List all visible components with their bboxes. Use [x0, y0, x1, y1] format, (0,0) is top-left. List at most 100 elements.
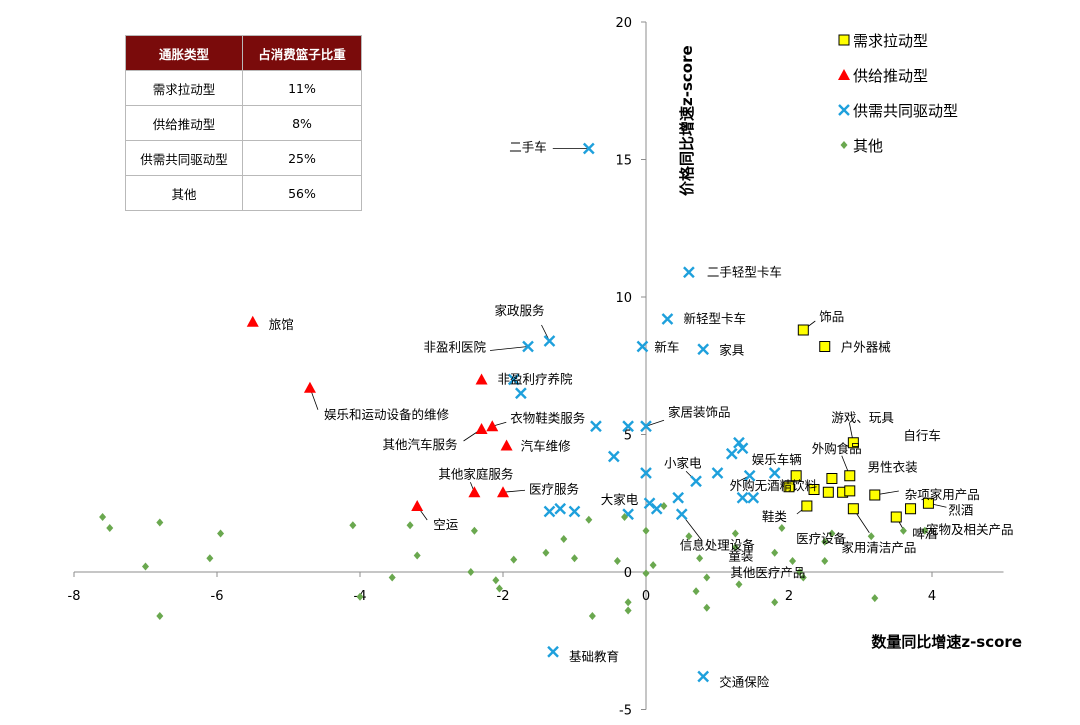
data-point — [703, 573, 711, 582]
data-point — [388, 573, 396, 582]
table-cell-type: 其他 — [125, 175, 243, 211]
point-label: 家政服务 — [494, 303, 544, 318]
data-point — [736, 442, 749, 455]
data-point — [142, 562, 149, 571]
series-0 — [783, 324, 934, 523]
data-point — [106, 524, 114, 532]
data-point — [486, 420, 499, 432]
data-point — [642, 569, 650, 578]
x-tick-label: -6 — [211, 589, 224, 604]
data-point — [585, 515, 593, 524]
data-point — [697, 343, 710, 356]
x-tick-label: -2 — [497, 589, 510, 604]
table-cell-share: 25% — [242, 140, 362, 176]
data-point — [543, 505, 556, 518]
data-point — [725, 447, 738, 460]
point-label: 家具 — [719, 342, 745, 357]
data-point — [542, 548, 550, 557]
data-point — [607, 450, 620, 463]
data-point — [582, 142, 595, 155]
series-1 — [246, 315, 513, 511]
data-point — [99, 513, 107, 521]
point-label: 外购无酒精饮料 — [730, 478, 818, 493]
point-label: 外购食品 — [812, 441, 862, 456]
data-point — [406, 521, 414, 530]
data-point — [475, 423, 488, 434]
label-leader — [645, 419, 665, 427]
point-label: 娱乐和运动设备的维修 — [324, 407, 450, 422]
table-cell-type: 供需共同驱动型 — [125, 140, 243, 176]
annotation-label: 医疗设备 — [796, 531, 847, 546]
point-label: 新车 — [654, 340, 679, 355]
data-point — [661, 313, 674, 325]
data-point — [246, 315, 259, 327]
data-point — [640, 420, 652, 433]
data-point — [650, 502, 663, 515]
data-point — [497, 486, 509, 498]
point-label: 旅馆 — [269, 317, 294, 332]
point-label: 衣物鞋类服务 — [510, 410, 585, 425]
data-point — [890, 511, 902, 523]
y-tick-label: 20 — [615, 16, 632, 31]
data-point — [778, 524, 786, 532]
y-tick-label: 15 — [615, 154, 632, 169]
label-leader — [489, 346, 529, 351]
inflation-type-table: 通胀类型 占消费篮子比重 需求拉动型 11% 供给推动型 8% 供需共同驱动型 … — [125, 35, 362, 211]
data-point — [640, 467, 652, 479]
data-point — [217, 529, 225, 538]
annotation-label: 其他医疗产品 — [730, 565, 805, 580]
legend-entry: 供给推动型 — [853, 67, 928, 85]
data-point — [921, 526, 929, 535]
data-point — [356, 592, 364, 601]
point-label: 交通保险 — [719, 675, 770, 690]
point-label: 小家电 — [664, 455, 702, 470]
point-label: 大家电 — [601, 492, 639, 507]
data-point — [554, 502, 567, 515]
annotation-label: 宠物及相关产品 — [926, 522, 1014, 537]
table-row: 供需共同驱动型 25% — [125, 140, 362, 176]
data-point — [828, 529, 836, 538]
table-cell-share: 8% — [242, 105, 362, 141]
point-label: 啤酒 — [912, 526, 937, 541]
data-point — [869, 489, 881, 501]
point-label: 二手车 — [509, 140, 547, 155]
data-point — [303, 381, 316, 393]
data-point — [622, 420, 634, 433]
data-point — [735, 580, 743, 589]
data-point — [703, 603, 711, 612]
data-point — [696, 554, 704, 563]
table-row: 需求拉动型 11% — [125, 70, 362, 106]
data-point — [692, 587, 700, 596]
data-point — [500, 439, 513, 451]
data-point — [768, 467, 781, 479]
annotation-label: 男性衣装 — [868, 460, 918, 475]
data-point — [821, 537, 829, 546]
x-tick-label: -8 — [68, 589, 81, 604]
data-point — [790, 470, 802, 482]
point-label: 家用清洁产品 — [841, 540, 916, 555]
point-label: 非盈利疗养院 — [498, 372, 574, 387]
table-row: 其他 56% — [125, 175, 362, 211]
data-point — [672, 491, 685, 504]
data-point — [771, 598, 779, 607]
point-label: 饰品 — [819, 309, 844, 324]
data-point — [771, 548, 779, 557]
data-point — [789, 557, 797, 565]
data-point — [736, 491, 749, 504]
data-point — [543, 335, 556, 347]
data-point — [799, 573, 807, 582]
legend-marker — [838, 104, 850, 116]
data-point — [697, 670, 710, 683]
point-label: 新轻型卡车 — [683, 311, 746, 326]
data-point — [206, 554, 214, 563]
data-point — [743, 469, 756, 482]
data-point — [844, 485, 856, 497]
chart-axes — [74, 22, 1004, 710]
data-point — [847, 503, 859, 515]
data-point — [495, 584, 503, 593]
data-point — [507, 373, 520, 386]
label-leader — [502, 489, 526, 493]
data-point — [683, 266, 695, 279]
data-point — [822, 486, 834, 498]
point-label: 鞋类 — [762, 509, 788, 524]
